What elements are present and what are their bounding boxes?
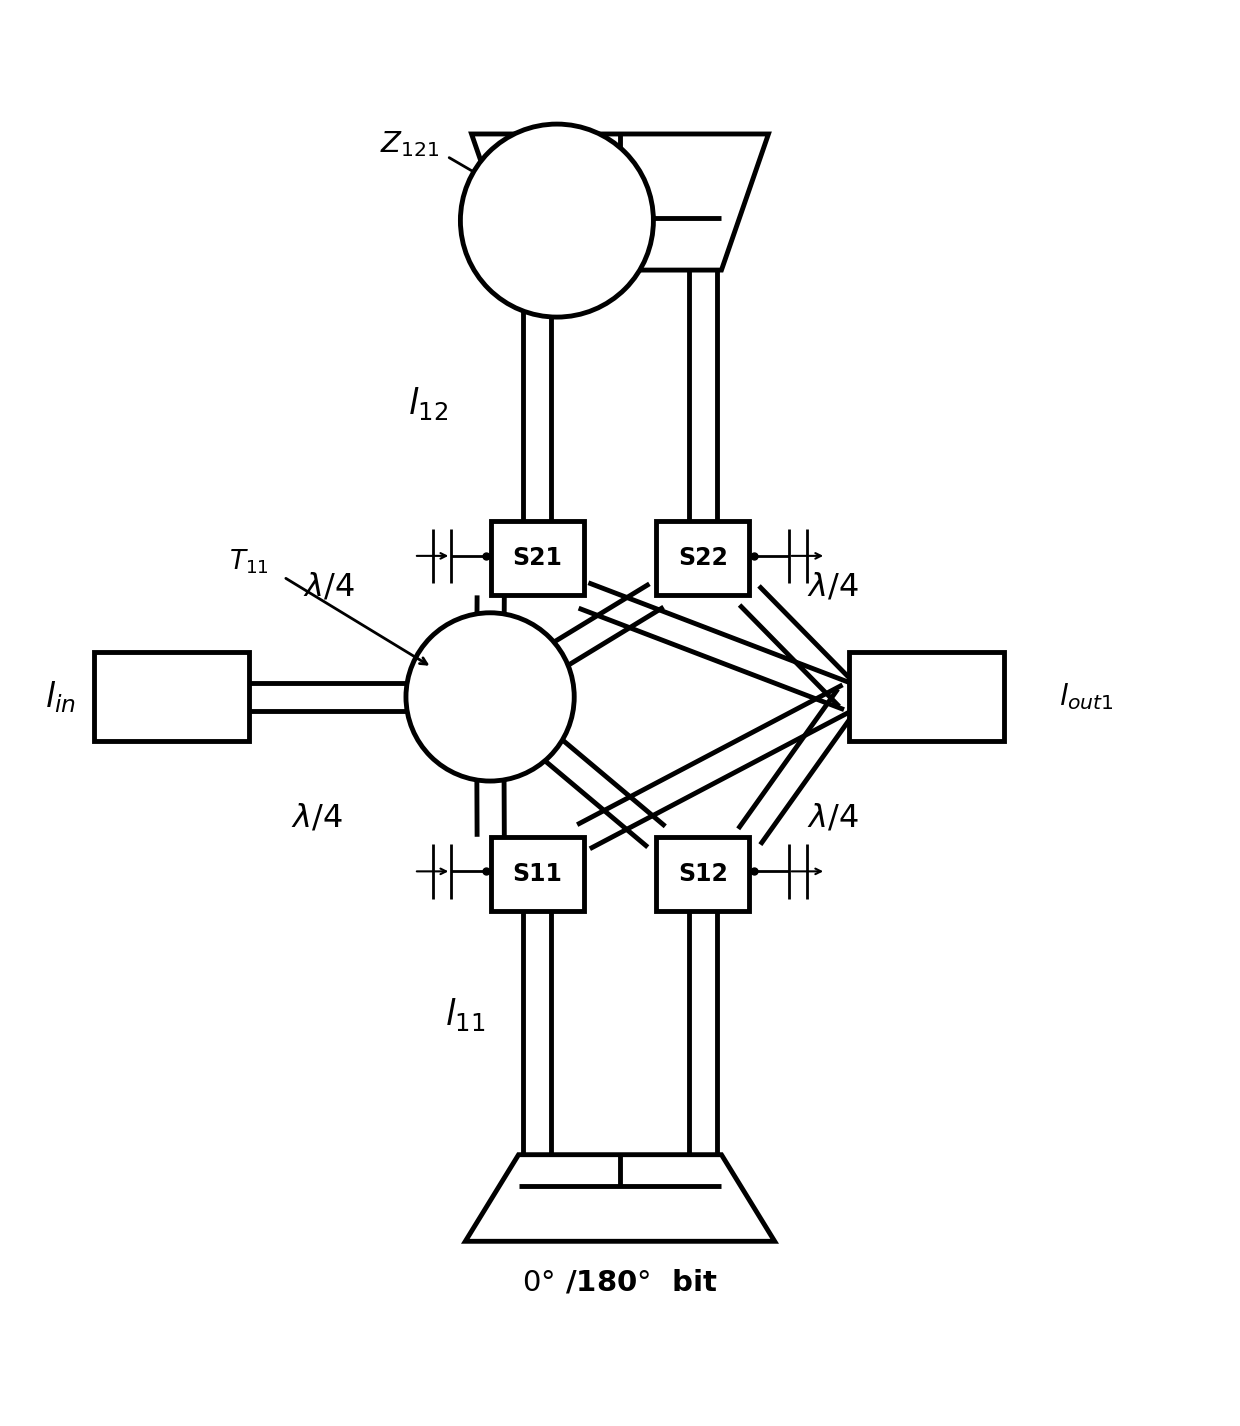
Text: $\lambda/4$: $\lambda/4$ [304,572,355,602]
Bar [656,522,749,596]
Text: S12: S12 [678,861,728,886]
Bar [656,837,749,911]
Circle shape [460,124,653,317]
Bar [491,837,584,911]
Circle shape [405,613,574,781]
Text: $0\degree$ /180$\degree$  bit: $0\degree$ /180$\degree$ bit [522,1268,718,1296]
Polygon shape [471,134,769,270]
Text: S21: S21 [512,546,562,570]
Text: $T_{11}$: $T_{11}$ [229,548,269,576]
Text: S11: S11 [512,861,562,886]
Text: $\lambda/4$: $\lambda/4$ [807,572,858,602]
Text: $l_{out1}$: $l_{out1}$ [1059,682,1114,713]
Bar [94,652,249,742]
Text: $l_{in}$: $l_{in}$ [46,679,77,714]
Bar [849,652,1003,742]
Text: S22: S22 [678,546,728,570]
Text: $l_{12}$: $l_{12}$ [408,385,449,422]
Polygon shape [465,1155,775,1241]
Bar [491,522,584,596]
Text: $\lambda/4$: $\lambda/4$ [807,803,858,834]
Text: $l_{11}$: $l_{11}$ [445,997,486,1034]
Text: $\lambda/4$: $\lambda/4$ [291,803,342,834]
Text: $Z_{121}$: $Z_{121}$ [379,128,439,158]
